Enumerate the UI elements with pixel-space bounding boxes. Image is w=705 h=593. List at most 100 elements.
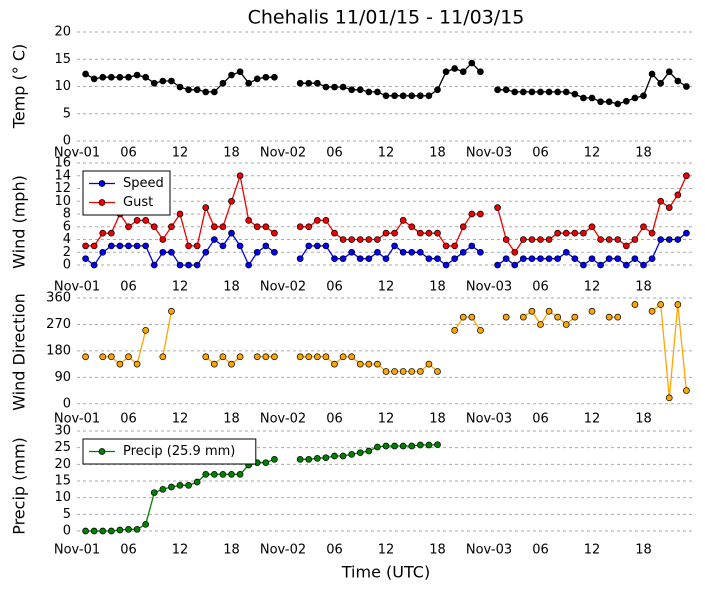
data-point (408, 248, 416, 256)
data-point (588, 94, 596, 102)
data-point (374, 236, 381, 243)
data-point (271, 248, 278, 256)
data-point (571, 313, 579, 321)
data-point (262, 459, 270, 467)
data-point (537, 88, 544, 96)
data-point (339, 255, 347, 263)
x-tick-label: 06 (532, 146, 549, 161)
data-point (116, 360, 124, 368)
x-tick-label: 06 (532, 280, 549, 295)
data-point (150, 261, 158, 269)
data-point (313, 217, 321, 224)
chart-title: Chehalis 11/01/15 - 11/03/15 (248, 7, 525, 29)
data-point (271, 229, 278, 237)
data-point (648, 255, 656, 263)
data-point (348, 353, 356, 361)
data-point (253, 353, 261, 361)
data-point (562, 248, 570, 256)
x-tick-label: 12 (172, 146, 189, 161)
data-point (665, 394, 673, 402)
data-point (168, 77, 175, 85)
y-tick-label: 0 (63, 524, 71, 539)
data-point (168, 223, 175, 231)
data-point (545, 236, 553, 243)
data-point (99, 73, 107, 81)
data-point (674, 191, 682, 199)
x-tick-label: Nov-01 (54, 543, 100, 558)
data-point (202, 353, 210, 361)
data-point (502, 86, 510, 94)
legend-label: Precip (25.9 mm) (123, 444, 235, 459)
data-point (528, 307, 536, 315)
data-point (614, 100, 622, 108)
data-point (90, 242, 98, 250)
data-point (528, 236, 536, 243)
data-point (236, 353, 244, 361)
data-point (519, 255, 527, 263)
legend-marker (98, 448, 106, 455)
data-point (622, 261, 630, 269)
data-point (451, 255, 459, 263)
data-point (562, 88, 570, 96)
data-point (537, 236, 544, 243)
x-tick-label: 06 (120, 412, 137, 427)
data-point (193, 86, 201, 94)
data-point (339, 236, 347, 243)
data-point (631, 301, 639, 308)
x-tick-label: 06 (326, 146, 343, 161)
data-point (468, 59, 476, 67)
y-tick-label: 10 (54, 194, 71, 209)
data-point (640, 261, 647, 269)
data-point (374, 248, 381, 256)
data-point (683, 387, 690, 394)
data-point (674, 77, 682, 85)
y-axis-label: Temp (° C) (10, 44, 29, 129)
data-point (150, 489, 158, 497)
data-point (648, 70, 656, 78)
data-point (391, 368, 398, 375)
y-axis-label: Wind (mph) (10, 175, 29, 269)
data-point (605, 98, 613, 106)
data-point (416, 92, 424, 100)
data-point (150, 79, 158, 87)
data-point (253, 75, 261, 83)
data-point (262, 242, 270, 250)
data-point (202, 470, 210, 478)
x-tick-label: 06 (326, 543, 343, 558)
data-point (622, 97, 630, 105)
data-point (622, 242, 630, 250)
data-point (116, 242, 124, 250)
data-point (399, 92, 407, 100)
data-point (356, 236, 364, 243)
y-tick-label: 15 (54, 474, 71, 489)
data-point (374, 88, 381, 96)
x-tick-label: 18 (635, 280, 652, 295)
data-point (468, 313, 476, 321)
data-point (640, 92, 647, 100)
y-tick-label: 4 (63, 232, 71, 247)
y-tick-label: 12 (54, 181, 71, 196)
x-tick-label: 12 (584, 280, 601, 295)
data-point (176, 210, 184, 218)
data-point (365, 447, 373, 455)
data-point (322, 242, 330, 250)
y-tick-label: 90 (54, 370, 71, 385)
data-point (228, 360, 235, 368)
legend-marker (98, 180, 106, 187)
data-point (416, 441, 424, 449)
data-point (313, 454, 321, 462)
data-point (580, 261, 587, 269)
data-point (605, 255, 613, 263)
data-point (588, 223, 596, 231)
x-tick-label: 06 (326, 412, 343, 427)
data-point (82, 70, 89, 78)
data-point (451, 326, 459, 334)
data-point (142, 520, 150, 528)
data-point (305, 455, 313, 463)
data-point (631, 94, 639, 102)
data-point (305, 223, 313, 231)
data-point (459, 223, 467, 231)
x-tick-label: Nov-03 (466, 146, 512, 161)
data-point (219, 79, 227, 87)
data-point (442, 68, 450, 76)
